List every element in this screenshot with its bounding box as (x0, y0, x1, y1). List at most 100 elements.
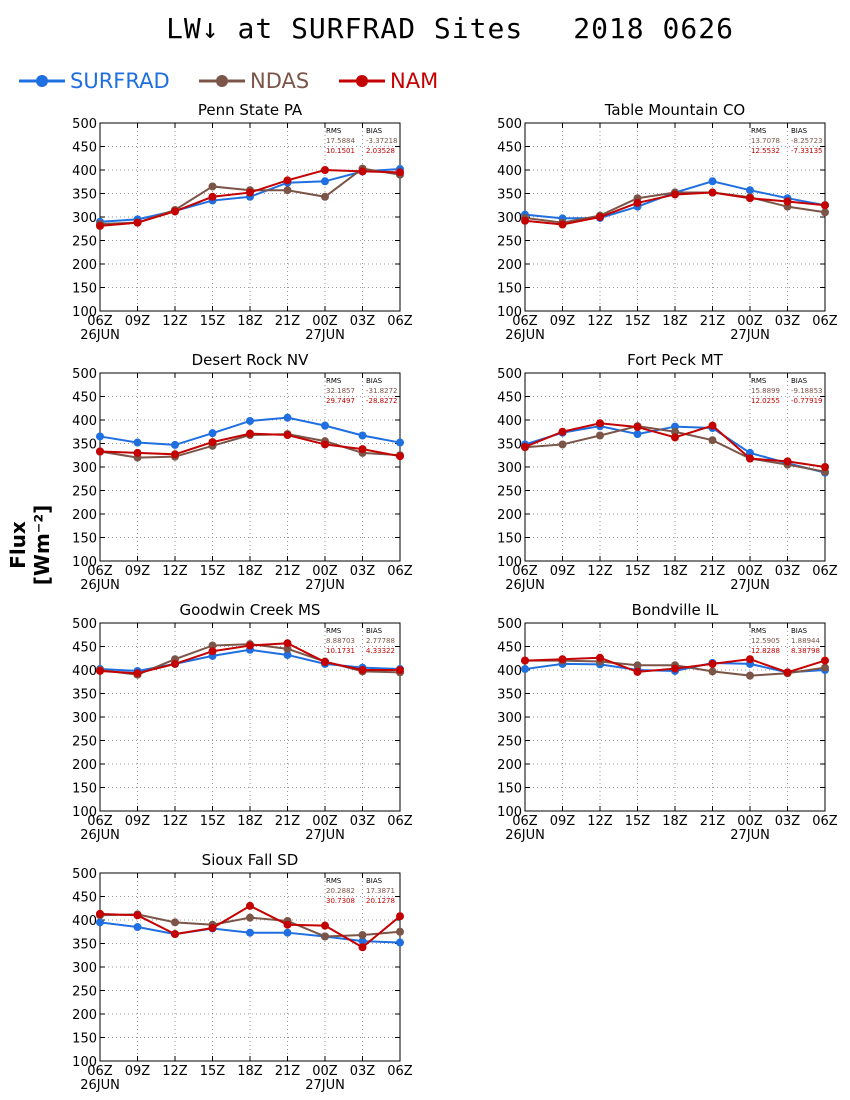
stats-value: 2.03528 (366, 147, 395, 155)
x-tick-label: 03Z (350, 1064, 376, 1079)
data-point-nam (358, 445, 367, 454)
data-point-nam (396, 168, 404, 177)
x-tick-label: 15Z (625, 814, 651, 829)
x-tick-label: 15Z (625, 564, 651, 579)
stats-value: 20.2882 (326, 887, 355, 895)
data-point-surfrad (171, 440, 179, 449)
stats-header: BIAS (366, 877, 383, 885)
stats-value: -9.18853 (791, 387, 822, 395)
y-tick-label: 250 (497, 485, 522, 500)
y-tick-label: 400 (497, 664, 522, 679)
data-point-nam (283, 639, 292, 648)
x-tick-label: 21Z (700, 814, 726, 829)
x-tick-label: 03Z (350, 314, 376, 329)
data-point-nam (171, 930, 179, 939)
data-point-nam (358, 943, 367, 952)
data-point-surfrad (746, 186, 754, 195)
x-tick-label: 09Z (550, 314, 576, 329)
data-point-nam (558, 427, 567, 436)
y-tick-label: 200 (72, 508, 97, 523)
data-point-nam (521, 442, 529, 451)
x-tick-label: 18Z (237, 814, 263, 829)
x-tick-label: 18Z (237, 564, 263, 579)
y-tick-label: 150 (497, 532, 522, 547)
x-tick-label: 12Z (162, 1064, 188, 1079)
y-tick-label: 150 (72, 532, 97, 547)
chart-panel: Fort Peck MT 100 150 200 250 300 350 400 450 500 0… (497, 351, 838, 593)
data-point-nam (596, 213, 604, 221)
x-tick-label: 06Z (812, 564, 838, 579)
data-point-nam (708, 421, 717, 430)
y-tick-label: 250 (72, 735, 97, 750)
data-point-nam (133, 218, 142, 227)
chart-panel: Sioux Fall SD 100 150 200 250 300 350 400 450 500… (72, 851, 413, 1093)
x-tick-label: 03Z (775, 314, 801, 329)
y-tick-label: 300 (497, 711, 522, 726)
x-tick-label: 00Z (312, 564, 338, 579)
data-point-nam (671, 190, 679, 199)
x-tick-label: 21Z (275, 564, 301, 579)
data-point-nam (671, 433, 679, 442)
x-tick-label: 12Z (587, 314, 613, 329)
stats-value: 15.8899 (751, 387, 780, 395)
data-point-nam (246, 641, 254, 650)
x-tick-label: 00Z (312, 1064, 338, 1079)
y-tick-label: 350 (497, 688, 522, 703)
stats-value: 17.5884 (326, 137, 355, 145)
x-tick-label: 00Z (737, 314, 763, 329)
y-tick-label: 300 (72, 961, 97, 976)
y-tick-label: 500 (497, 117, 522, 132)
data-point-ndas (246, 913, 254, 922)
x-tick-label: 06Z (512, 314, 538, 329)
x-tick-label: 00Z (312, 314, 338, 329)
x-tick-label: 21Z (275, 1064, 301, 1079)
x-tick-label: 18Z (662, 564, 688, 579)
chart-title: Table Mountain CO (604, 101, 746, 119)
x-tick-label: 12Z (162, 314, 188, 329)
data-point-nam (171, 659, 179, 668)
y-tick-label: 150 (497, 782, 522, 797)
stats-header: RMS (326, 627, 342, 635)
x-date-label: 27JUN (305, 578, 345, 593)
data-point-nam (783, 668, 792, 677)
x-tick-label: 06Z (87, 314, 113, 329)
x-tick-label: 18Z (237, 1064, 263, 1079)
data-point-nam (321, 440, 329, 449)
x-tick-label: 18Z (237, 314, 263, 329)
y-tick-label: 500 (497, 367, 522, 382)
x-date-label: 27JUN (305, 828, 345, 843)
y-tick-label: 450 (497, 641, 522, 656)
data-point-surfrad (96, 432, 104, 441)
y-tick-label: 250 (497, 235, 522, 250)
data-point-surfrad (396, 938, 404, 947)
data-point-surfrad (321, 177, 329, 186)
data-point-nam (633, 198, 642, 207)
x-tick-label: 18Z (662, 814, 688, 829)
stats-header: RMS (751, 627, 767, 635)
stats-value: -28.8272 (366, 397, 397, 405)
stats-value: -31.8272 (366, 387, 397, 395)
data-point-surfrad (521, 665, 529, 674)
y-tick-label: 300 (72, 461, 97, 476)
data-point-nam (396, 912, 404, 921)
data-point-ndas (396, 927, 404, 936)
data-point-nam (358, 666, 367, 674)
data-point-surfrad (133, 438, 142, 447)
y-tick-label: 150 (72, 1032, 97, 1047)
data-point-nam (708, 659, 717, 668)
x-tick-label: 06Z (387, 314, 413, 329)
x-date-label: 26JUN (80, 328, 120, 343)
x-tick-label: 03Z (350, 564, 376, 579)
y-tick-label: 500 (497, 617, 522, 632)
y-tick-label: 200 (72, 1008, 97, 1023)
data-point-nam (396, 452, 404, 461)
y-tick-label: 250 (497, 735, 522, 750)
data-point-surfrad (283, 413, 292, 422)
x-date-label: 26JUN (505, 828, 545, 843)
data-point-nam (746, 454, 754, 463)
data-point-ndas (208, 182, 217, 191)
data-point-ndas (821, 208, 829, 217)
y-tick-label: 300 (497, 461, 522, 476)
chart-title: Penn State PA (198, 101, 303, 119)
data-point-nam (208, 438, 217, 447)
